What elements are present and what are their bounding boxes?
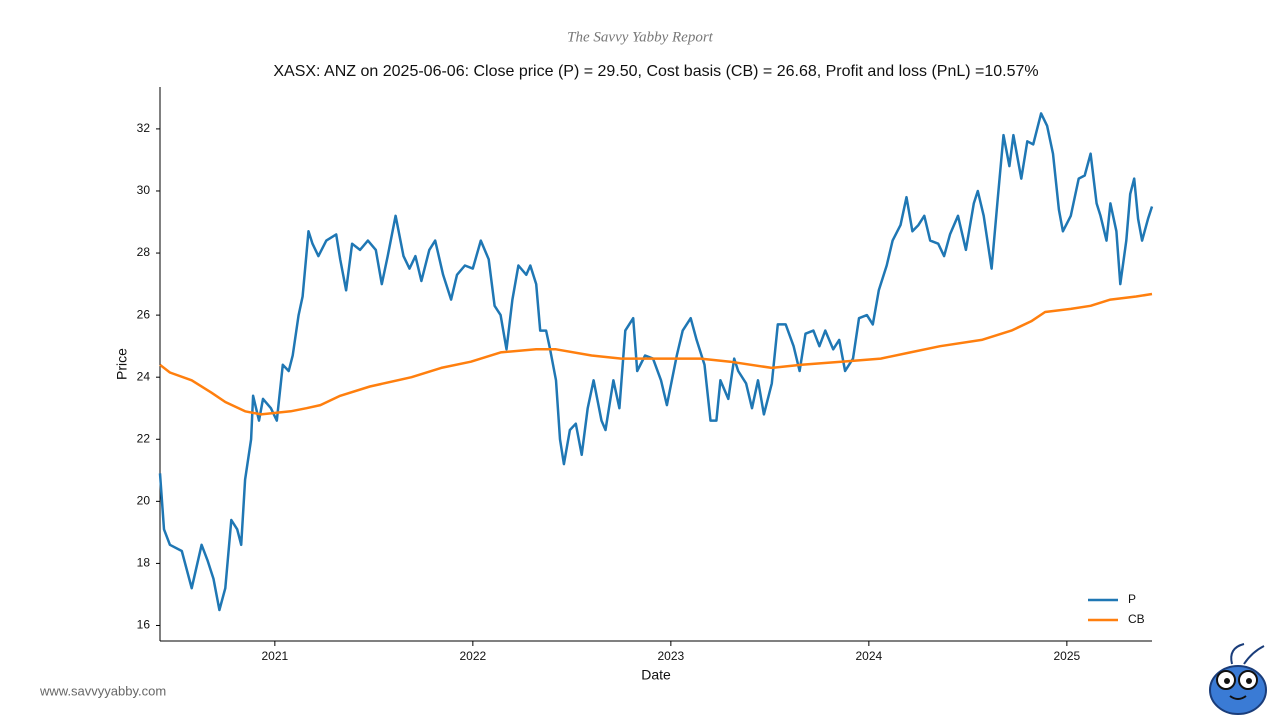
x-tick-label: 2024	[856, 649, 883, 663]
y-tick-label: 22	[137, 431, 151, 445]
y-tick-label: 20	[137, 494, 151, 508]
x-tick-label: 2025	[1054, 649, 1081, 663]
x-tick-label: 2021	[261, 649, 288, 663]
logo	[1209, 643, 1267, 715]
y-tick-label: 24	[137, 369, 151, 383]
x-tick-label: 2022	[459, 649, 486, 663]
line-series	[158, 112, 1154, 612]
x-tick-label: 2023	[657, 649, 684, 663]
y-tick-label: 30	[137, 183, 151, 197]
y-tick-label: 28	[137, 245, 151, 259]
y-tick-label: 16	[137, 618, 151, 632]
legend-label: CB	[1128, 612, 1145, 626]
legend-label: P	[1128, 592, 1136, 606]
chart-title: XASX: ANZ on 2025-06-06: Close price (P)…	[273, 63, 1038, 80]
y-axis-label: Price	[114, 348, 130, 380]
x-axis-label: Date	[641, 667, 671, 683]
website: www.savvyyabby.com	[39, 683, 166, 698]
y-tick-label: 32	[137, 121, 151, 135]
y-tick-label: 18	[137, 556, 151, 570]
brand: The Savvy Yabby Report	[567, 29, 714, 45]
line-series	[159, 292, 1153, 416]
y-tick-label: 26	[137, 307, 151, 321]
